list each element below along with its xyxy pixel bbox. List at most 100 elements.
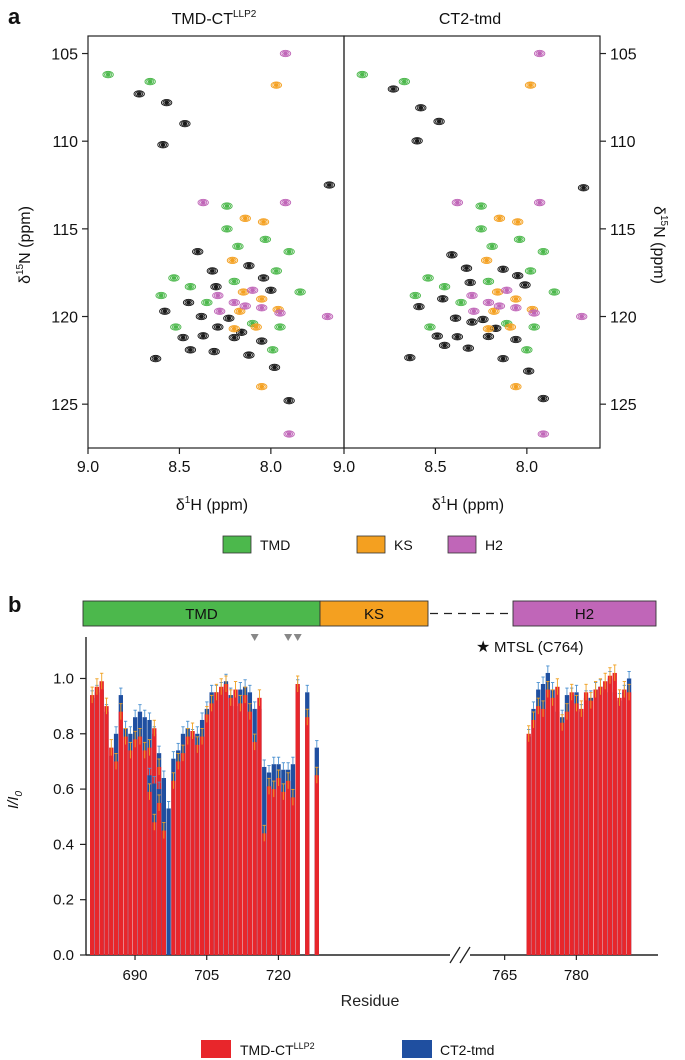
legend-swatch-h2 — [447, 535, 477, 554]
peak-black — [235, 328, 248, 336]
peak-h2 — [279, 49, 292, 58]
peak-black — [208, 347, 220, 356]
axis-break-mask — [450, 947, 470, 963]
bar-y-tick-label: 0.6 — [53, 781, 74, 798]
spin-label-triangle — [284, 634, 293, 641]
mtsl-star-icon: ★ — [476, 639, 490, 656]
peak-black — [464, 278, 476, 287]
peak-black — [519, 281, 531, 289]
peak-tmd — [155, 291, 167, 300]
bar-y-tick-label: 0.8 — [53, 726, 74, 743]
peak-ks — [488, 307, 500, 315]
peak-tmd — [356, 70, 368, 79]
bar-x-tick-label: 765 — [492, 967, 517, 984]
bar-tmd-ct — [295, 684, 300, 955]
bar-tmd-ct — [276, 778, 281, 955]
legend-swatch-tmd — [222, 535, 252, 554]
domain-label-ks: KS — [364, 606, 384, 623]
peak-black — [182, 298, 195, 307]
y-tick-label-left: 125 — [51, 397, 78, 414]
mtsl-label: MTSL (C764) — [494, 639, 583, 656]
bar-tmd-ct — [133, 739, 138, 955]
peak-black — [404, 353, 416, 362]
peak-ks — [234, 307, 246, 315]
y-tick-label-right: 125 — [610, 397, 637, 414]
peak-tmd — [521, 346, 533, 354]
bar-x-tick-label: 780 — [564, 967, 589, 984]
bar-tmd-ct — [209, 703, 214, 955]
bar-x-tick-label: 690 — [123, 967, 148, 984]
peak-h2 — [197, 198, 209, 207]
bar-tmd-ct — [190, 731, 195, 955]
x-tick-label: 8.5 — [168, 459, 190, 476]
bar-tmd-ct — [156, 802, 162, 955]
peak-ks — [493, 214, 506, 222]
x-tick-label: 8.0 — [260, 459, 282, 476]
peak-black — [413, 302, 425, 311]
peak-ks — [510, 295, 522, 303]
bar-tmd-ct — [569, 692, 574, 955]
y-tick-label-right: 105 — [610, 47, 637, 64]
bar-tmd-ct — [113, 761, 119, 955]
spectrum-frame-1 — [343, 35, 601, 449]
bar-y-tick-label: 0.4 — [53, 836, 74, 853]
intensity-bar-plot: 0.0 0.2 0.4 0.6 0.8 1.0 690 705 720 765 780 — [53, 637, 658, 984]
peak-ks — [504, 323, 517, 331]
bar-tmd-ct — [99, 681, 104, 955]
bar-tmd-ct — [598, 686, 603, 955]
peak-ks — [257, 218, 270, 226]
peak-h2 — [246, 286, 259, 294]
bar-tmd-ct — [137, 736, 143, 955]
peak-tmd — [221, 202, 233, 210]
domain-label-h2: H2 — [575, 606, 594, 623]
peak-tmd — [513, 235, 526, 244]
bar-tmd-ct — [603, 681, 608, 955]
peak-ks — [256, 382, 268, 391]
bar-tmd-ct — [266, 786, 272, 955]
bar-tmd-ct — [219, 686, 224, 955]
peak-h2 — [274, 309, 286, 317]
peak-black — [177, 333, 189, 342]
peak-tmd — [482, 277, 495, 286]
peak-ks — [256, 295, 268, 303]
panel-a-label: a — [8, 4, 21, 29]
y-tick-label-left: 110 — [52, 134, 78, 151]
peak-black — [257, 274, 270, 282]
peak-black — [497, 355, 509, 363]
spectrum-left-title: TMD-CTLLP2 — [172, 9, 257, 28]
peak-ks — [228, 325, 240, 333]
bar-tmd-ct — [142, 750, 147, 955]
bar-tmd-ct — [228, 697, 233, 955]
legend-label-tmd-ct: TMD-CTLLP2 — [240, 1041, 315, 1058]
peak-black — [323, 181, 336, 189]
peak-tmd — [455, 298, 467, 307]
legend-label-h2: H2 — [485, 537, 503, 553]
spectra-legend: TMD KS H2 — [222, 535, 503, 554]
spectrum-left-xlabel: δ1H (ppm) — [176, 495, 248, 514]
peak-tmd — [283, 247, 295, 256]
peak-tmd — [102, 70, 114, 79]
bar-y-tick-label: 0.2 — [53, 892, 74, 909]
peak-h2 — [534, 49, 546, 58]
spin-label-triangle — [250, 634, 259, 641]
bar-tmd-ct — [290, 797, 296, 955]
legend-swatch-ct2-tmd — [402, 1040, 432, 1058]
bar-tmd-ct — [195, 744, 200, 955]
bar-tmd-ct — [622, 689, 627, 955]
peak-tmd — [409, 291, 421, 300]
bar-x-tick-label: 705 — [194, 967, 219, 984]
peak-black — [510, 335, 522, 344]
peak-ks — [270, 81, 282, 89]
bar-ct2-tmd — [166, 808, 171, 955]
peak-tmd — [422, 274, 434, 282]
bar-ylabel: I/I0 — [5, 791, 25, 810]
bar-tmd-ct — [612, 672, 617, 955]
peak-h2 — [466, 291, 478, 300]
peak-ks — [226, 256, 239, 265]
peak-h2 — [321, 312, 334, 321]
bar-tmd-ct — [180, 753, 186, 955]
peak-ks — [512, 218, 524, 226]
legend-label-tmd: TMD — [260, 537, 290, 553]
bar-tmd-ct — [305, 717, 310, 955]
peak-tmd — [184, 283, 197, 291]
